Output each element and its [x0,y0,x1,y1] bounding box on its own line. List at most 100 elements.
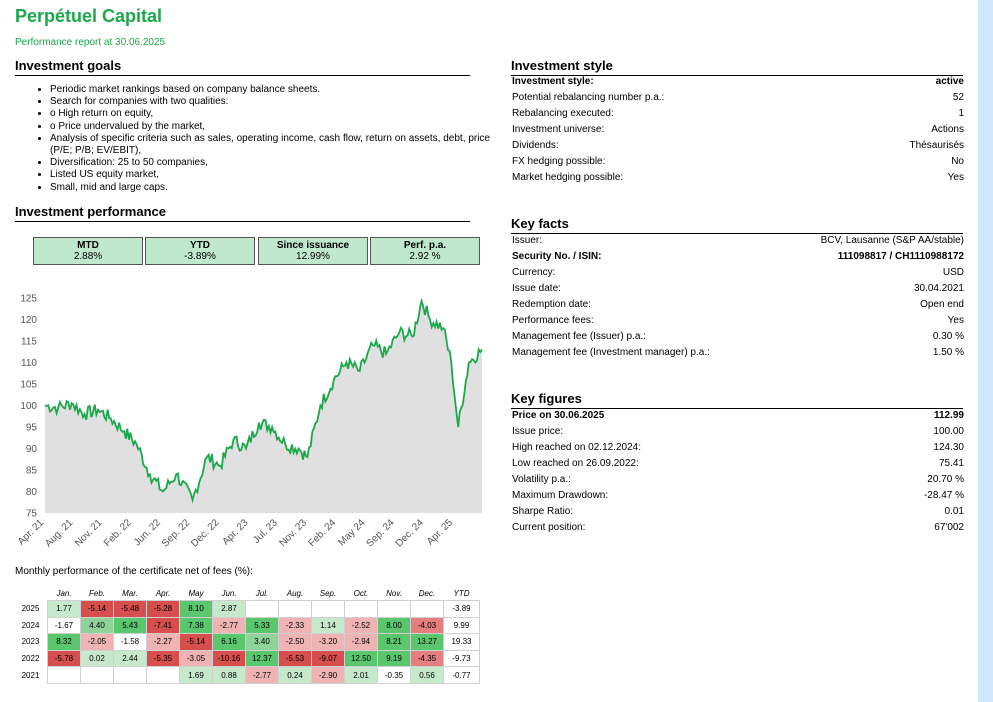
investment-goals-heading: Investment goals [15,58,470,76]
kv-value: BCV, Lausanne (S&P AA/stable) [820,235,964,247]
year-cell: 2024 [21,620,40,630]
kv-label: Potential rebalancing number p.a.: [512,92,665,104]
perf-pa-label: Perf. p.a. [403,240,447,251]
performance-chart: 75 80 85 90 95 100 105 110 115 120 125 Apr. 21Aug. … [16,294,483,550]
kv-label: FX hedging possible: [512,155,606,167]
x-tick-label: Dec. 24 [394,517,426,549]
kv-label: Currency: [512,267,556,279]
kv-label: Performance fees: [512,314,594,326]
kv-value: 75.41 [938,458,964,470]
month-cell: -5.35 [146,649,180,668]
kv-label: Redemption date: [512,299,591,310]
mtd-box: MTD 2.88% [33,237,143,265]
kv-label: Investment style: [512,76,594,88]
kv-value: 0.30 % [932,330,964,342]
y-tick-label: 90 [26,444,38,455]
goal-item: Analysis of specific criteria such as sa… [50,133,490,157]
kv-row: Dividends: Thésaurisés [512,138,964,154]
kv-value: Yes [947,314,964,326]
goal-item: Search for companies with two qualities: [50,96,490,108]
month-cell: -5.14 [80,600,114,618]
kv-row: Management fee (Investment manager) p.a.… [512,344,964,360]
table-row: 2025 1.77 -5.14 -5.48 -5.28 8.10 2.87 -3.89 [14,600,480,618]
kv-label: Security No. / ISIN: [512,251,602,263]
x-tick-label: Nov. 23 [277,517,309,549]
goal-item: o Price undervalued by the market, [50,121,490,133]
kv-label: Investment universe: [512,124,605,136]
month-cell: -4.35 [410,649,444,668]
kv-value: 0.01 [944,505,964,517]
kv-row: Price on 30.06.2025 112.99 [512,408,964,424]
month-cell [311,600,345,618]
chart-area-fill [45,301,482,513]
kv-value: 100.00 [933,426,964,438]
kv-label: Maximum Drawdown: [512,489,609,501]
month-cell: 0.24 [278,666,312,684]
month-cell: -9.07 [311,649,345,668]
kv-label: Market hedging possible: [512,171,624,183]
kv-value: 1 [958,108,964,120]
month-cell: 1.77 [47,600,81,618]
year-cell: 2021 [21,670,40,680]
y-tick-label: 115 [21,337,37,348]
kv-value: 20.70 % [927,474,964,485]
ytd-cell: 19.33 [443,633,480,651]
month-cell: 1.69 [179,666,213,684]
table-row: 2022 -5.78 0.02 2.44 -5.35 -3.05 -10.16 12.37 -5… [14,649,480,668]
table-row: 2023 8.32 -2.05 -1.58 -2.27 -5.14 6.16 3.40 -2.5… [14,633,480,651]
goal-item: Small, mid and large caps. [50,182,490,194]
y-tick-label: 120 [20,315,37,326]
month-cell: -2.05 [80,633,114,651]
kv-row: Management fee (Issuer) p.a.: 0.30 % [512,328,964,344]
kv-row: Performance fees: Yes [512,312,964,328]
y-tick-label: 75 [26,509,38,520]
y-tick-label: 100 [20,401,37,412]
month-cell: 5.33 [245,616,279,635]
month-cell [80,666,114,684]
month-cell: 12.37 [245,649,279,668]
kv-label: Volatility p.a.: [512,474,571,485]
kv-value: Open end [920,299,964,310]
kv-value: 1.50 % [932,346,964,358]
month-cell: 8.00 [377,616,411,635]
kv-label: Sharpe Ratio: [512,505,574,517]
kv-row: Redemption date: Open end [512,297,964,313]
kv-label: Issue price: [512,426,564,438]
month-cell: -1.67 [47,616,81,635]
table-row: 2024 -1.67 4.40 5.43 -7.41 7.38 -2.77 5.33 -2.33… [14,616,480,635]
kv-row: Currency: USD [512,265,964,281]
goal-item: Periodic market rankings based on compan… [50,84,490,96]
y-tick-label: 110 [21,358,37,369]
month-cell: 0.88 [212,666,246,684]
x-tick-label: Apr. 25 [425,517,455,547]
kv-label: Issue date: [512,283,561,295]
month-header: Oct. [353,588,369,598]
month-header: YTD [453,588,470,598]
month-cell: -5.48 [113,600,147,618]
month-cell: -2.90 [311,666,345,684]
month-cell: 13.27 [410,633,444,651]
kv-row: FX hedging possible: No [512,153,964,169]
page-subtitle: Performance report at 30.06.2025 [15,37,166,48]
month-cell [113,666,147,684]
month-cell [245,600,279,618]
ytd-cell: -9.73 [443,649,480,668]
x-tick-label: Nov. 21 [73,517,105,549]
kv-label: Rebalancing executed: [512,108,614,120]
since-issuance-box: Since issuance 12.99% [258,237,368,265]
month-cell: -1.58 [113,633,147,651]
month-cell [47,666,81,684]
month-cell: -2.77 [245,666,279,684]
y-tick-label: 80 [26,487,38,498]
month-header: Aug. [286,588,304,598]
x-tick-label: May 24 [337,517,368,548]
kv-value: 112.99 [933,410,964,422]
month-cell: -2.77 [212,616,246,635]
month-cell: -5.78 [47,649,81,668]
key-facts-heading: Key facts [511,216,963,234]
kv-value: 52 [952,92,964,104]
x-tick-label: Apr. 21 [16,517,46,547]
month-cell: 8.10 [179,600,213,618]
kv-value: Thésaurisés [909,140,964,151]
ytd-label: YTD [190,240,210,251]
